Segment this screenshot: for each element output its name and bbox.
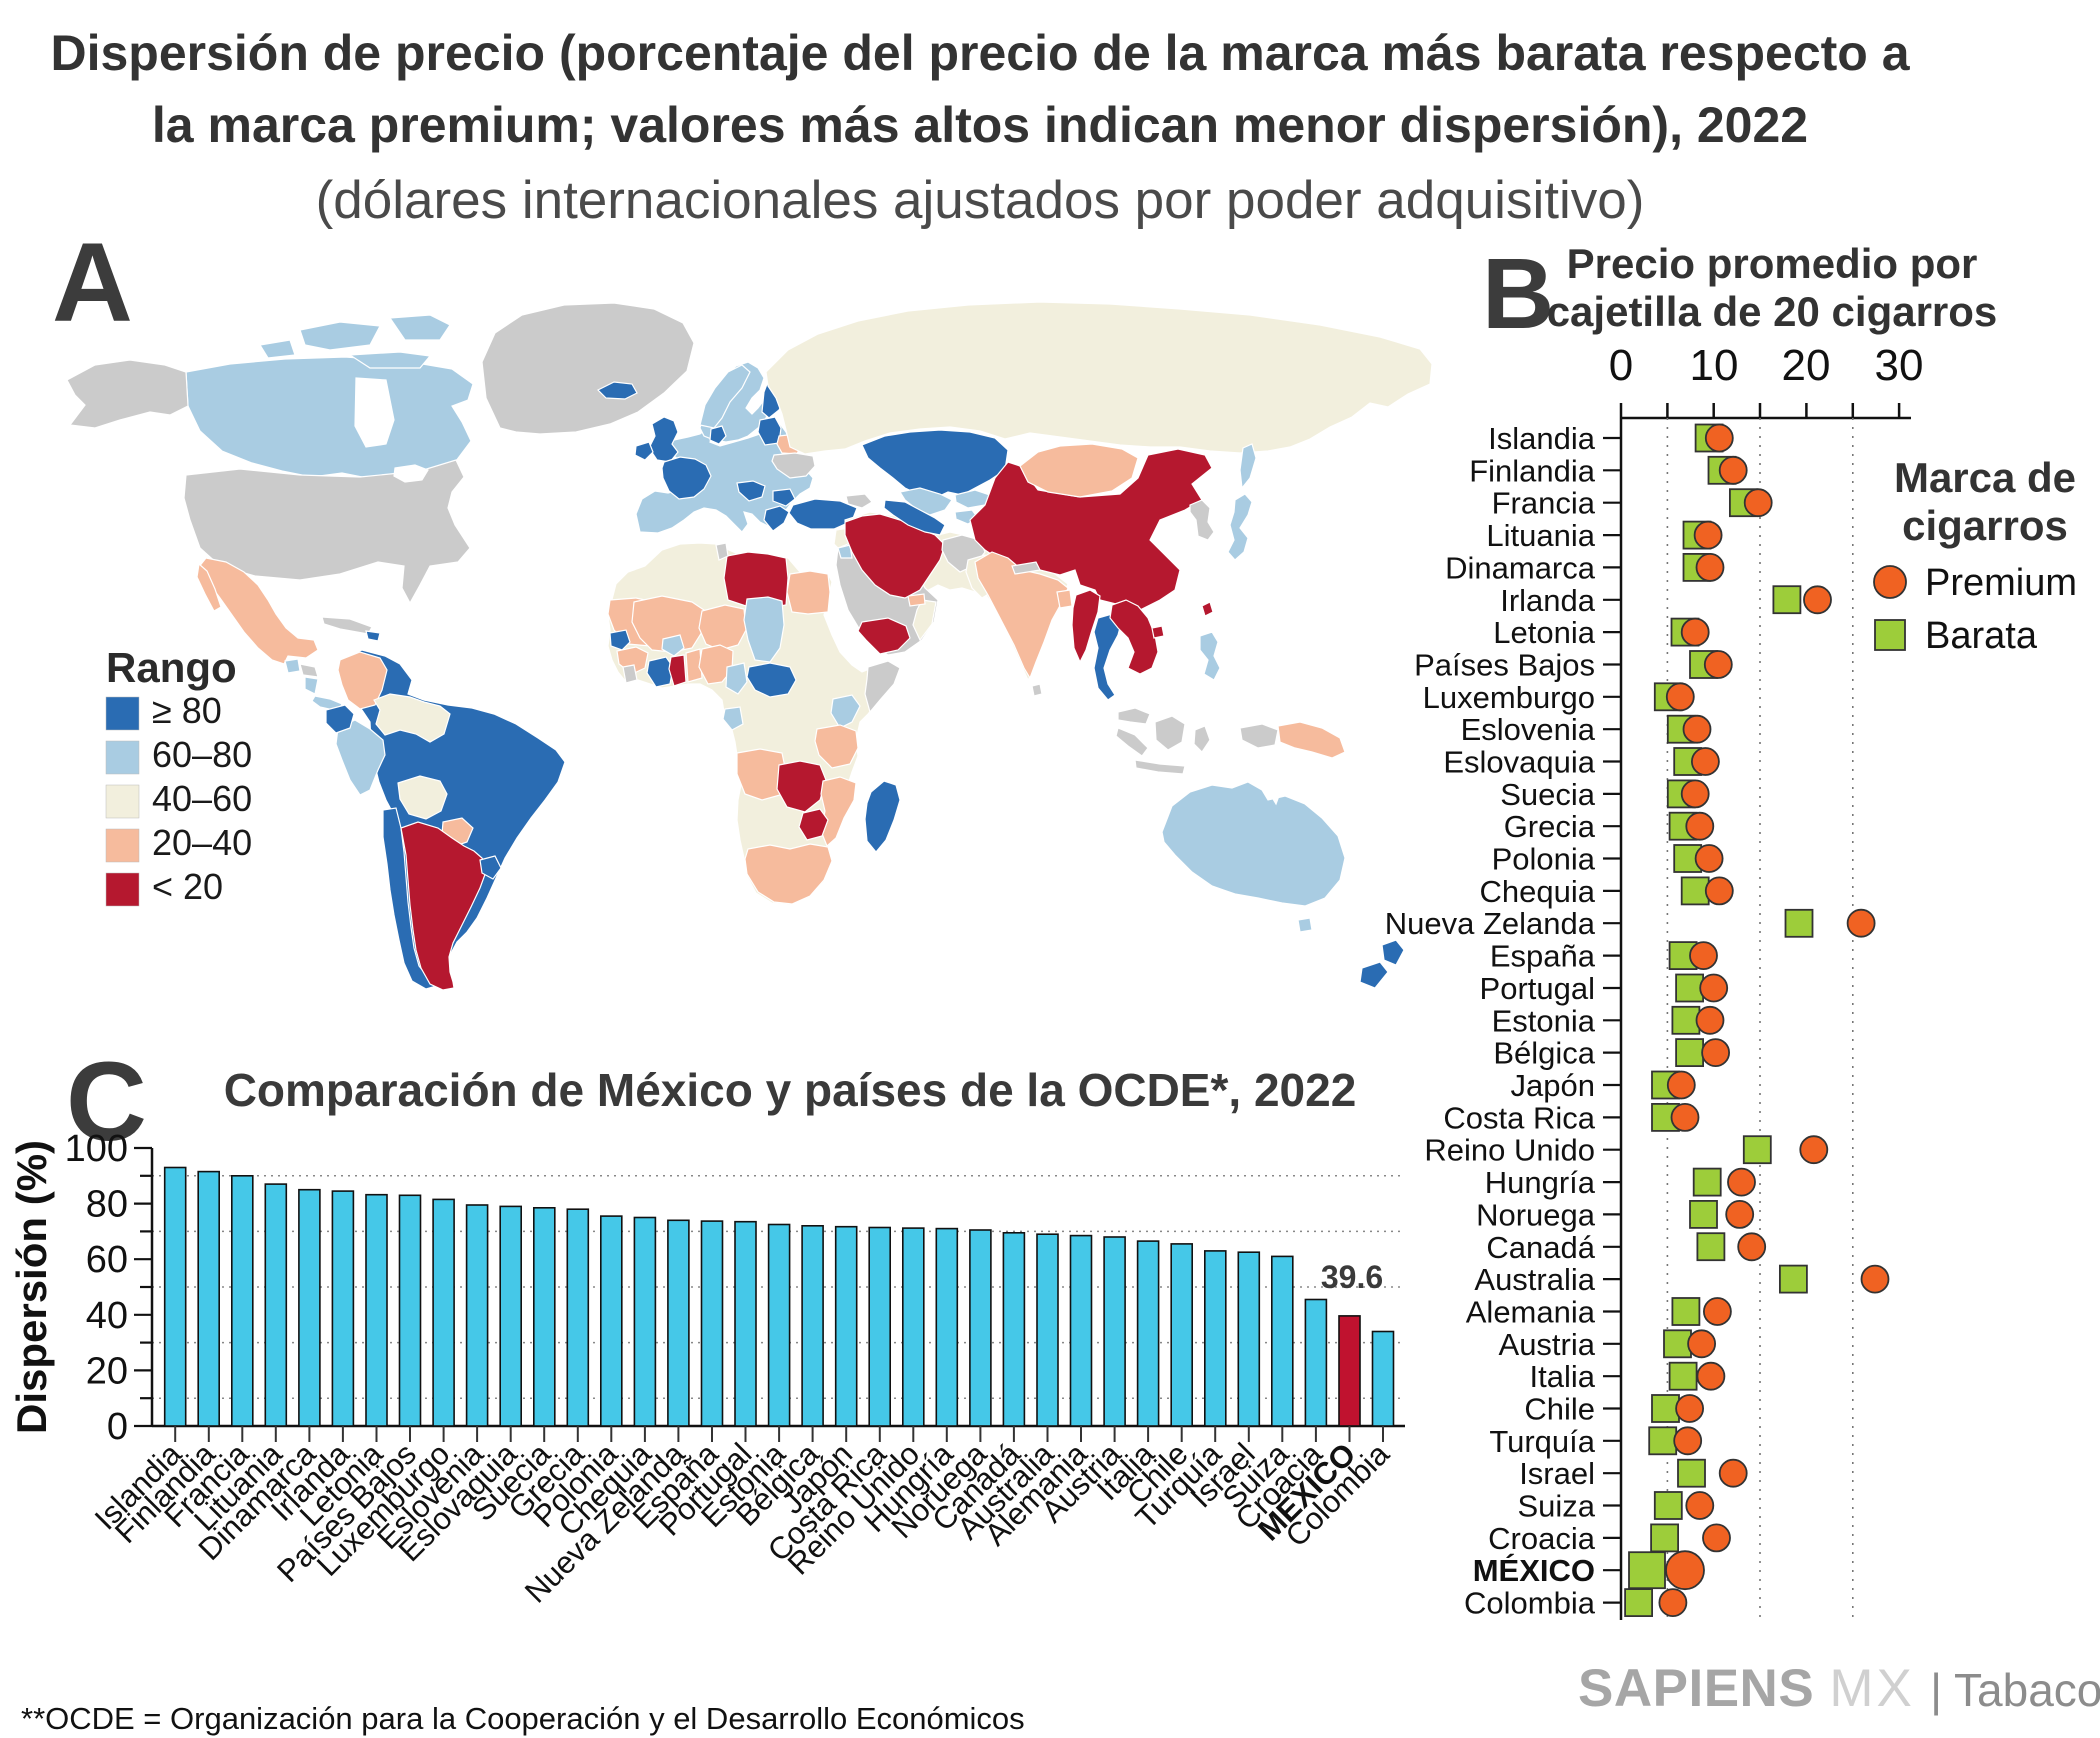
svg-text:Luxemburgo: Luxemburgo — [1423, 680, 1595, 715]
svg-text:Noruega: Noruega — [1476, 1197, 1596, 1232]
svg-text:Costa Rica: Costa Rica — [1443, 1100, 1595, 1135]
svg-text:< 20: < 20 — [152, 866, 223, 907]
svg-text:100: 100 — [65, 1128, 128, 1170]
svg-text:Grecia: Grecia — [1504, 809, 1596, 844]
svg-text:Italia: Italia — [1530, 1359, 1596, 1394]
svg-text:Turquía: Turquía — [1489, 1424, 1595, 1459]
svg-text:Letonia: Letonia — [1493, 615, 1595, 650]
svg-text:Lituania: Lituania — [1486, 518, 1595, 553]
svg-text:20: 20 — [86, 1350, 128, 1392]
svg-text:Suecia: Suecia — [1500, 777, 1596, 812]
svg-text:Dispersión (%): Dispersión (%) — [8, 1140, 55, 1434]
svg-text:Estonia: Estonia — [1492, 1003, 1596, 1038]
svg-text:39.6: 39.6 — [1321, 1259, 1383, 1295]
svg-text:Marca de: Marca de — [1894, 454, 2076, 501]
svg-text:Suiza: Suiza — [1517, 1489, 1595, 1524]
svg-text:0: 0 — [1609, 341, 1633, 390]
svg-text:Países Bajos: Países Bajos — [1414, 648, 1595, 683]
svg-text:Precio promedio por: Precio promedio por — [1567, 240, 1978, 287]
svg-text:cajetilla de 20 cigarros: cajetilla de 20 cigarros — [1547, 288, 1998, 335]
svg-text:Finlandia: Finlandia — [1469, 453, 1596, 488]
svg-text:30: 30 — [1875, 341, 1924, 390]
svg-text:Portugal: Portugal — [1480, 971, 1595, 1006]
svg-text:Eslovenia: Eslovenia — [1461, 712, 1596, 747]
svg-text:≥ 80: ≥ 80 — [152, 690, 222, 731]
svg-text:10: 10 — [1690, 341, 1739, 390]
svg-text:20: 20 — [1782, 341, 1831, 390]
svg-text:Australia: Australia — [1474, 1262, 1595, 1297]
svg-text:40: 40 — [86, 1295, 128, 1337]
svg-text:Barata: Barata — [1925, 615, 2038, 657]
svg-text:Nueva Zelanda: Nueva Zelanda — [1385, 906, 1596, 941]
svg-text:60: 60 — [86, 1239, 128, 1281]
svg-text:80: 80 — [86, 1184, 128, 1226]
svg-text:40–60: 40–60 — [152, 778, 252, 819]
svg-text:Islandia: Islandia — [1488, 421, 1596, 456]
svg-text:Dinamarca: Dinamarca — [1445, 550, 1596, 585]
svg-text:MÉXICO: MÉXICO — [1473, 1553, 1595, 1588]
svg-text:Alemania: Alemania — [1466, 1295, 1596, 1330]
svg-text:B: B — [1482, 238, 1554, 350]
svg-text:Japón: Japón — [1511, 1068, 1595, 1103]
svg-text:Israel: Israel — [1519, 1456, 1595, 1491]
svg-text:Comparación de México y países: Comparación de México y países de la OCD… — [224, 1064, 1357, 1116]
svg-text:20–40: 20–40 — [152, 822, 252, 863]
svg-text:Croacia: Croacia — [1488, 1521, 1596, 1556]
svg-text:Francia: Francia — [1492, 486, 1596, 521]
svg-text:60–80: 60–80 — [152, 734, 252, 775]
svg-text:Chequia: Chequia — [1480, 874, 1596, 909]
svg-text:Premium: Premium — [1925, 562, 2077, 604]
svg-text:cigarros: cigarros — [1902, 502, 2068, 549]
svg-text:C: C — [66, 1040, 147, 1164]
svg-text:Chile: Chile — [1524, 1392, 1595, 1427]
svg-text:Reino Unido: Reino Unido — [1424, 1133, 1595, 1168]
svg-text:Canadá: Canadá — [1486, 1230, 1595, 1265]
svg-text:0: 0 — [107, 1406, 128, 1448]
svg-text:Hungría: Hungría — [1485, 1165, 1596, 1200]
svg-text:Bélgica: Bélgica — [1493, 1036, 1595, 1071]
svg-text:España: España — [1490, 939, 1596, 974]
svg-text:Polonia: Polonia — [1492, 842, 1596, 877]
svg-text:Irlanda: Irlanda — [1500, 583, 1596, 618]
svg-text:Eslovaquia: Eslovaquia — [1443, 745, 1595, 780]
svg-text:Austria: Austria — [1499, 1327, 1596, 1362]
svg-text:Colombia: Colombia — [1464, 1586, 1596, 1621]
svg-text:Rango: Rango — [106, 644, 237, 691]
